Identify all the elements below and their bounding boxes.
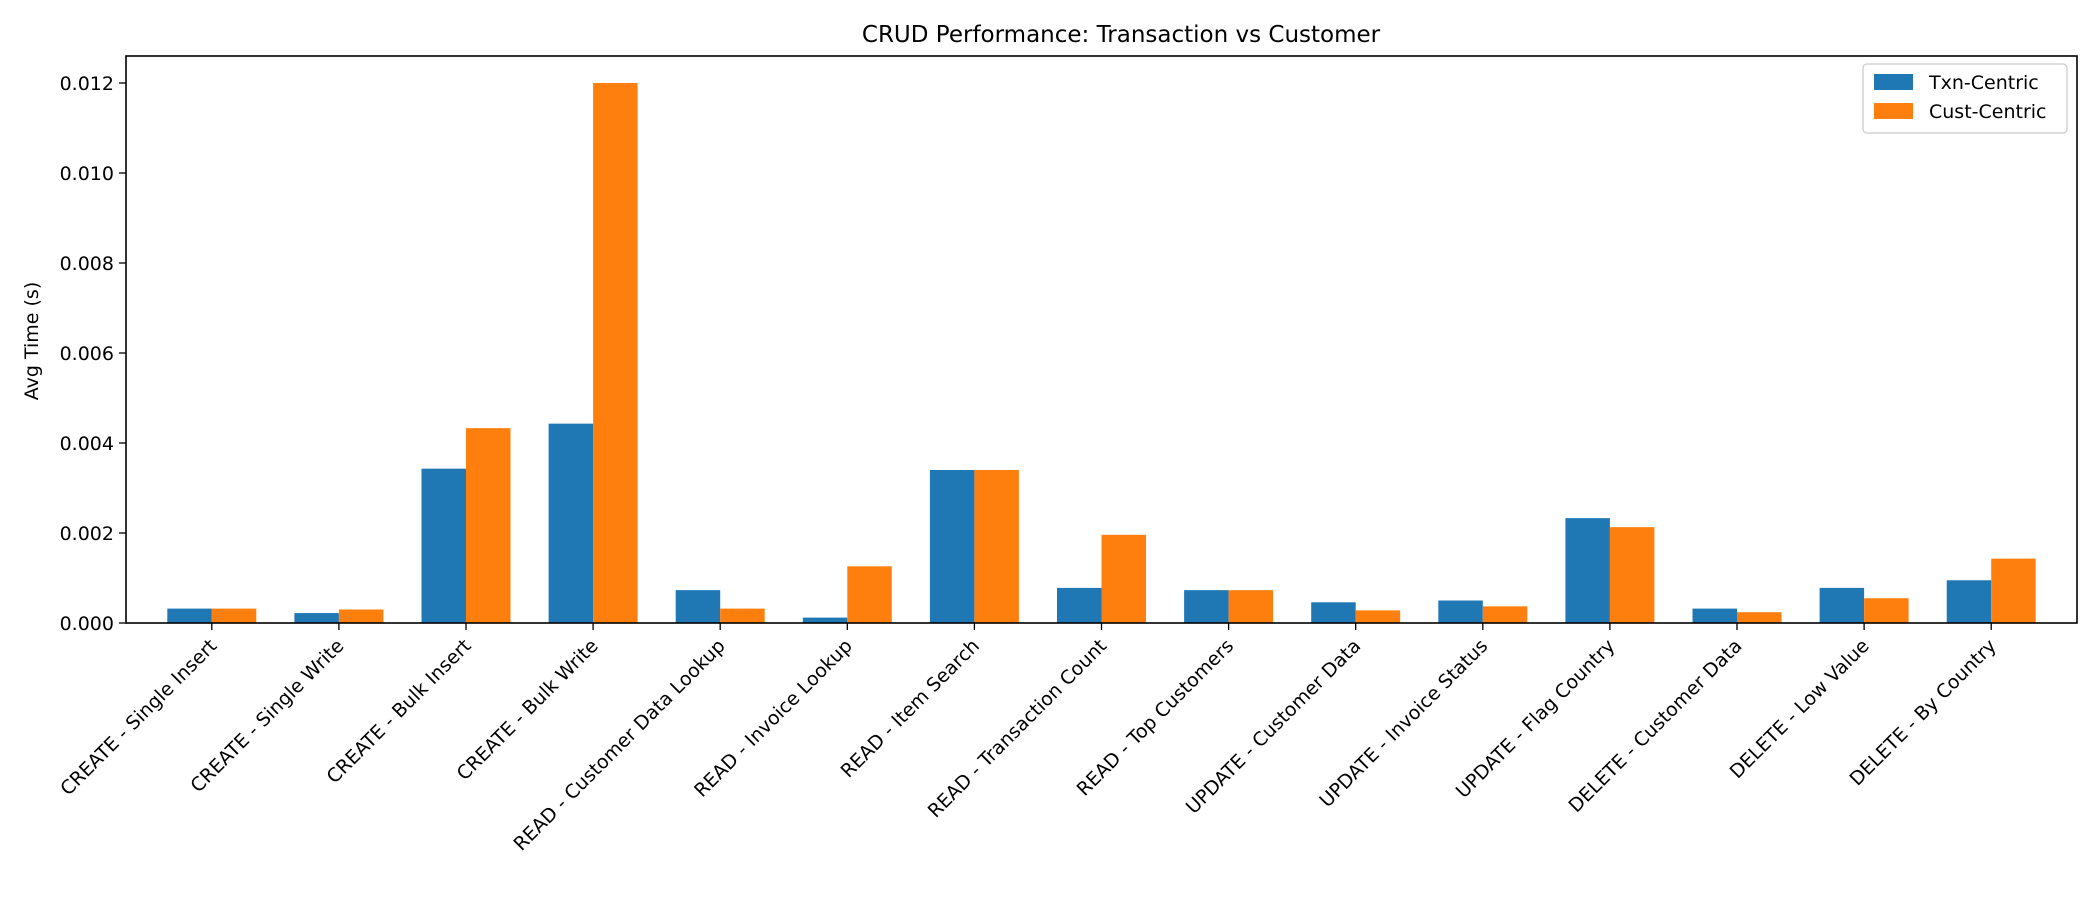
x-tick-label: DELETE - Low Value (1726, 635, 1874, 783)
chart-title: CRUD Performance: Transaction vs Custome… (862, 22, 1381, 48)
y-tick-label: 0.002 (60, 523, 114, 545)
legend-swatch-cust-centric (1874, 103, 1913, 119)
bar-cust-centric-4 (720, 608, 765, 623)
bar-txn-centric-2 (421, 468, 466, 623)
bar-txn-centric-4 (675, 590, 721, 623)
bar-cust-centric-12 (1737, 612, 1782, 623)
bar-txn-centric-0 (167, 608, 212, 623)
bar-cust-centric-5 (847, 566, 892, 623)
x-tick-label: READ - Customer Data Lookup (509, 635, 729, 855)
x-tick-label: DELETE - By Country (1845, 635, 2000, 790)
bar-txn-centric-7 (1057, 587, 1102, 623)
bar-cust-centric-2 (466, 428, 511, 623)
bar-cust-centric-11 (1609, 527, 1655, 623)
legend-label-cust-centric: Cust-Centric (1929, 101, 2047, 123)
bar-txn-centric-5 (802, 617, 848, 623)
y-tick-label: 0.000 (60, 613, 114, 635)
bar-txn-centric-12 (1692, 608, 1738, 623)
bar-cust-centric-7 (1101, 534, 1146, 623)
y-tick-label: 0.006 (60, 343, 114, 365)
y-tick-label: 0.008 (60, 253, 114, 275)
y-tick-label: 0.004 (60, 433, 114, 455)
legend-swatch-txn-centric (1874, 74, 1913, 90)
bar-cust-centric-14 (1991, 558, 2036, 623)
bar-txn-centric-6 (929, 470, 975, 623)
bar-txn-centric-3 (548, 423, 594, 623)
bar-txn-centric-8 (1184, 590, 1229, 623)
bar-txn-centric-14 (1946, 580, 1992, 623)
legend-label-txn-centric: Txn-Centric (1928, 72, 2039, 94)
bar-cust-centric-9 (1355, 610, 1401, 623)
bar-cust-centric-6 (974, 470, 1019, 623)
bar-cust-centric-3 (593, 83, 638, 623)
bar-txn-centric-11 (1565, 518, 1610, 623)
bar-txn-centric-10 (1438, 600, 1483, 623)
x-tick-label: CREATE - Bulk Insert (322, 635, 475, 788)
plot-frame (125, 55, 2078, 624)
y-axis-label: Avg Time (s) (21, 282, 43, 401)
bar-txn-centric-1 (294, 613, 339, 623)
y-tick-label: 0.010 (60, 163, 114, 185)
y-tick-label: 0.012 (60, 73, 114, 95)
y-axis-ticks: 0.000 0.002 0.004 0.006 0.008 0.010 0.012 (60, 73, 126, 635)
bar-cust-centric-1 (338, 609, 384, 623)
x-tick-label: CREATE - Bulk Write (453, 635, 603, 785)
bar-txn-centric-13 (1819, 587, 1865, 623)
x-tick-label: READ - Item Search (837, 635, 984, 782)
bar-cust-centric-13 (1864, 598, 1909, 623)
bars-group (167, 83, 2036, 623)
bar-cust-centric-0 (211, 608, 257, 623)
bar-cust-centric-10 (1482, 606, 1528, 623)
bar-cust-centric-8 (1228, 590, 1274, 623)
legend: Txn-Centric Cust-Centric (1862, 63, 2068, 134)
legend-box (1862, 63, 2068, 134)
bar-txn-centric-9 (1311, 602, 1356, 623)
